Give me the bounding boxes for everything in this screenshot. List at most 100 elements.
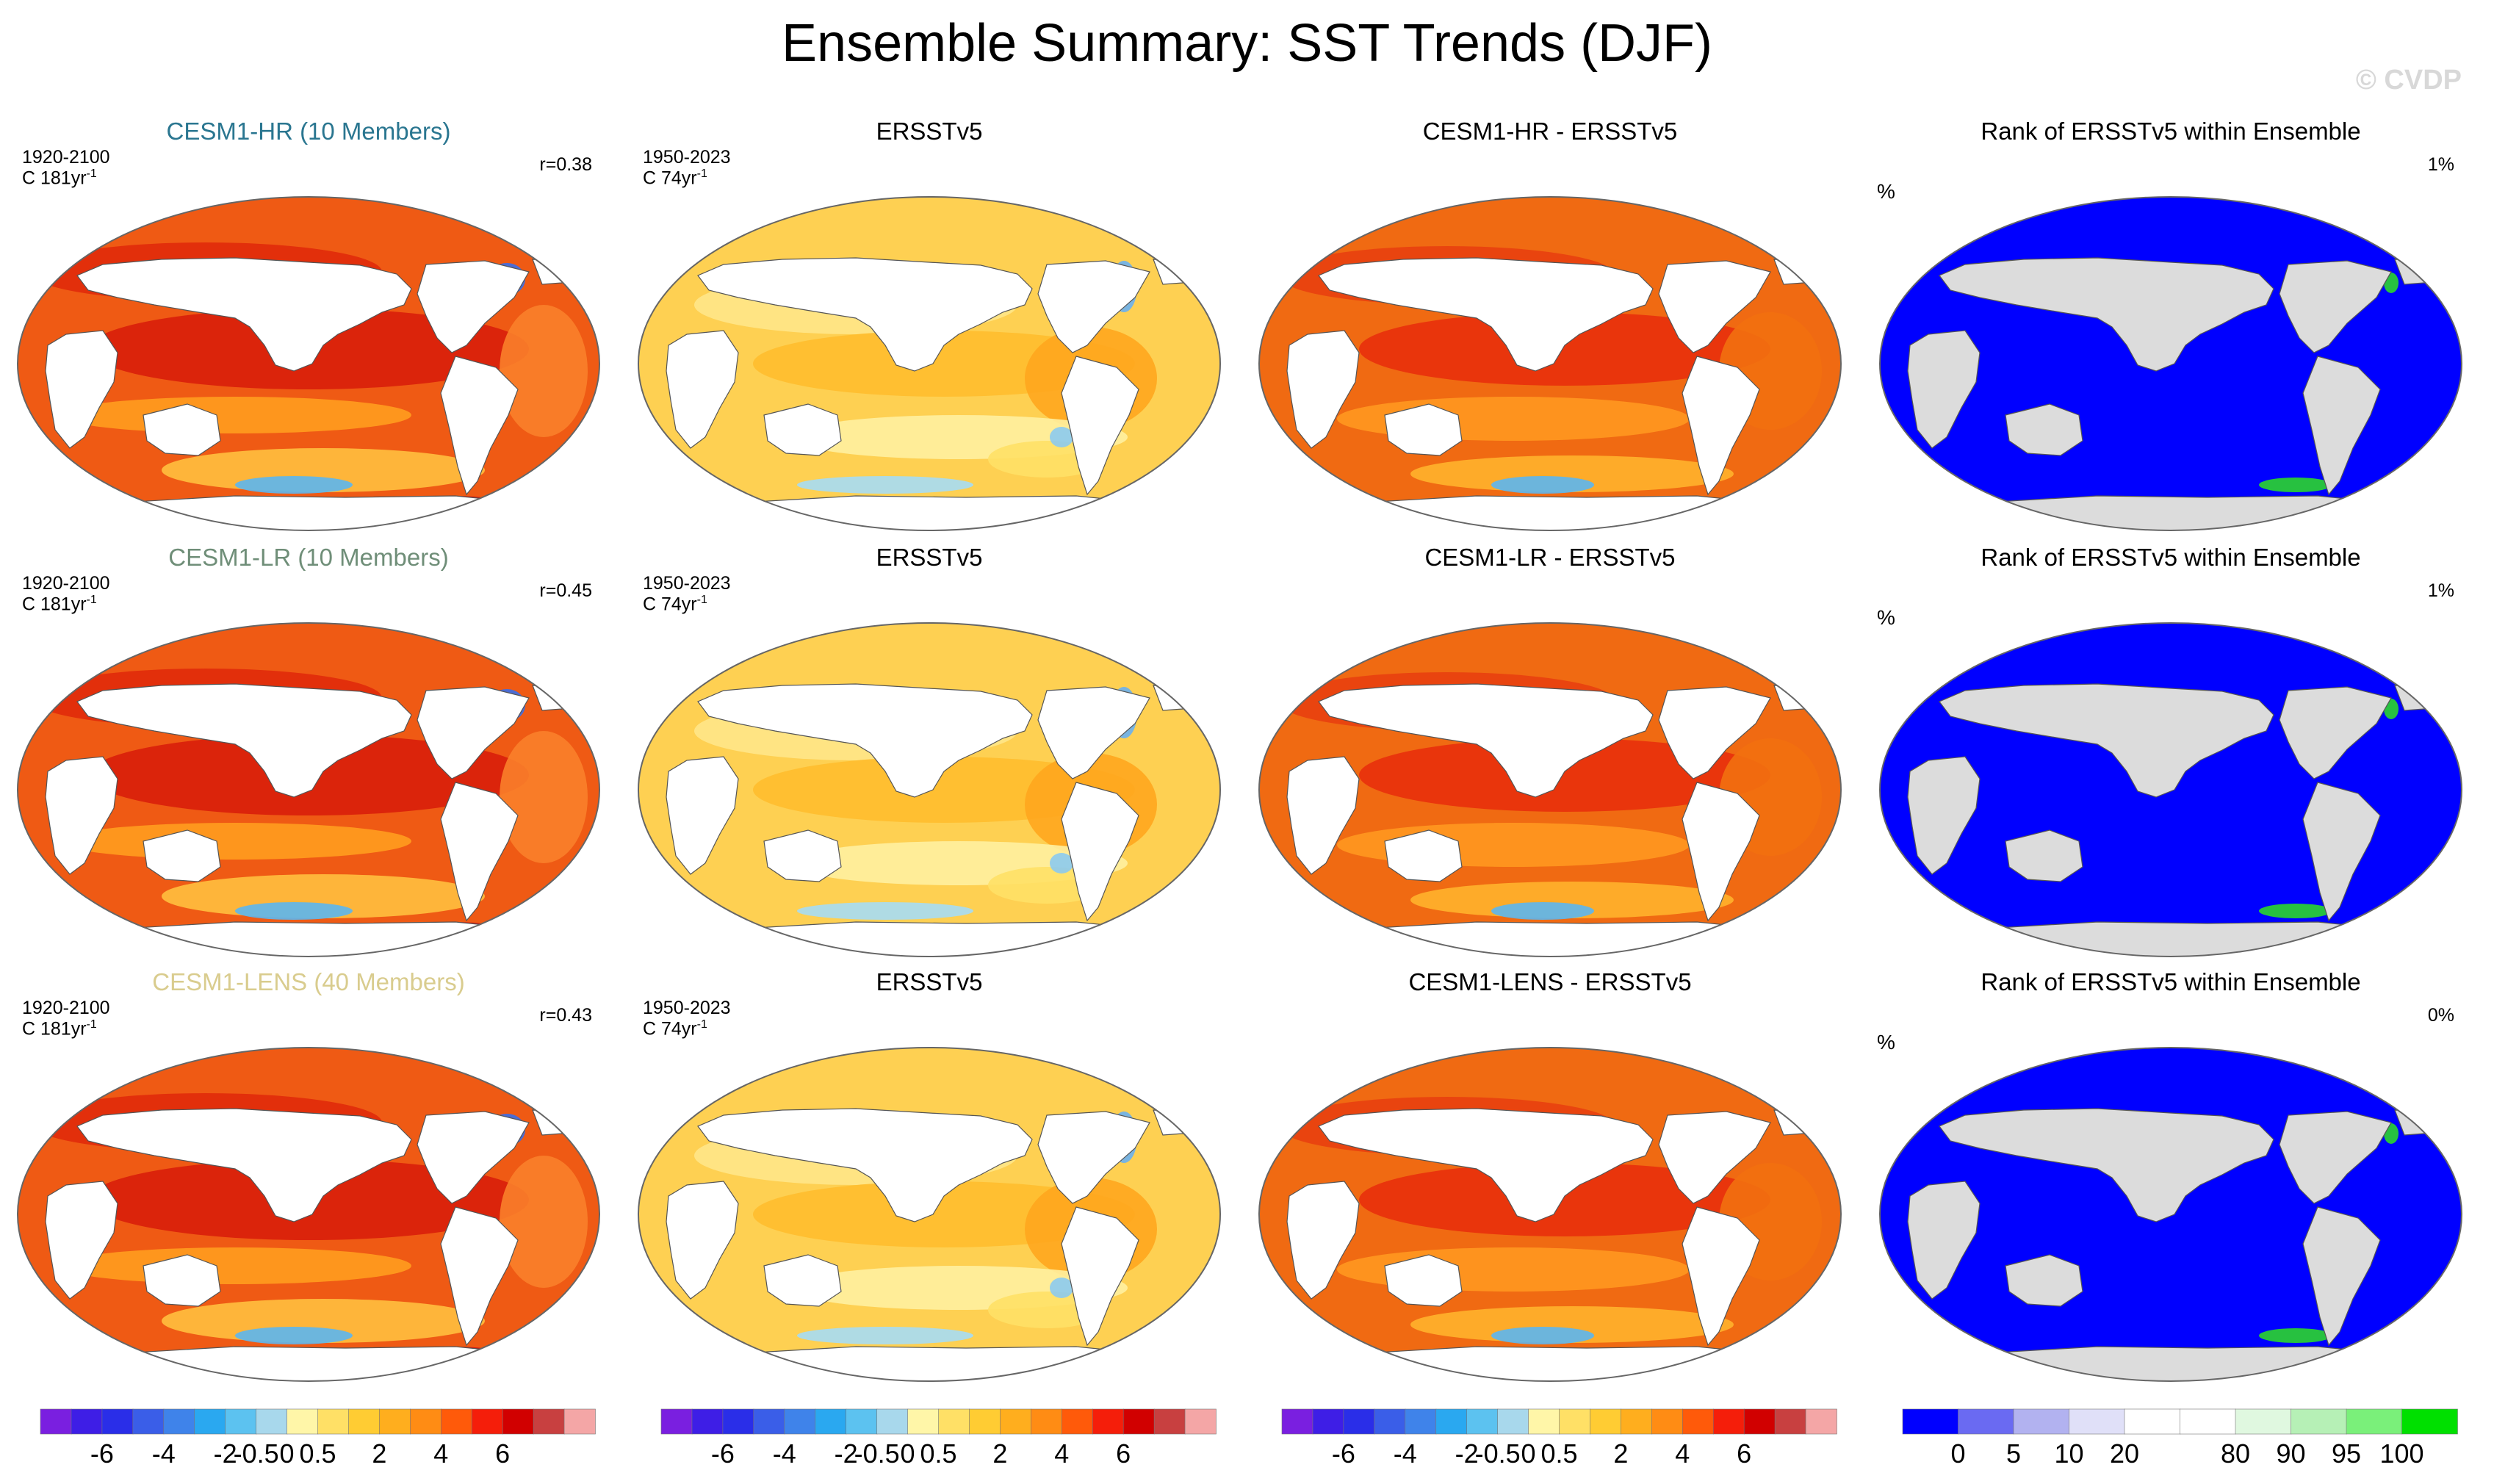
trend-patch — [797, 476, 973, 494]
colorbar-swatch — [471, 1408, 503, 1435]
land-antarctica — [1350, 1346, 1771, 1381]
colorbar-tick-label: 20 — [2109, 1438, 2140, 1469]
colorbar-tick-label: 4 — [1675, 1438, 1690, 1469]
panel-rank-row2: Rank of ERSSTv5 within Ensemble% 1% — [1870, 544, 2472, 962]
colorbar-swatch — [907, 1408, 940, 1435]
trend-units: C 74yr — [643, 594, 697, 615]
colorbar-swatch — [563, 1408, 596, 1435]
colorbar-swatch — [1651, 1408, 1684, 1435]
land-antarctica — [109, 1346, 530, 1381]
colorbar-tick-label: 6 — [495, 1438, 511, 1469]
land-africa — [666, 330, 739, 449]
colorbar-swatch — [1153, 1408, 1186, 1435]
trend-units-exponent: -1 — [86, 594, 97, 606]
trend-units: C 74yr — [643, 168, 697, 189]
colorbar-swatch — [876, 1408, 909, 1435]
colorbar-rank: 0 5 10 20 80 90 95 100 — [1902, 1408, 2458, 1477]
colorbar-tick-label: -4 — [772, 1438, 796, 1469]
colorbar-swatch — [40, 1408, 72, 1435]
colorbar-swatch — [1774, 1408, 1806, 1435]
colorbar-swatch — [1682, 1408, 1715, 1435]
rank-unit: % — [1877, 180, 1895, 203]
colorbar-tick-label: -6 — [1331, 1438, 1355, 1469]
colorbar-swatch — [1281, 1408, 1313, 1435]
colorbar-swatch — [1374, 1408, 1406, 1435]
period-label: 1920-2100 — [22, 573, 110, 594]
colorbar-swatch — [256, 1408, 288, 1435]
land-africa — [1286, 756, 1360, 875]
colorbar-swatch — [2180, 1408, 2236, 1435]
period-label: 1920-2100 — [22, 147, 110, 168]
colorbar-tick-label: -4 — [151, 1438, 176, 1469]
land-africa — [45, 1181, 118, 1300]
colorbar-swatch — [533, 1408, 565, 1435]
trend-patch — [59, 1247, 411, 1284]
trend-units: C 181yr — [22, 168, 87, 189]
land-namerica — [417, 686, 530, 779]
panel-rank-row3: Rank of ERSSTv5 within Ensemble% 0% — [1870, 968, 2472, 1387]
trend-patch — [1410, 455, 1734, 492]
panel-diff-row2: CESM1-LR - ERSSTv5 — [1249, 544, 1851, 962]
land-australia — [1384, 829, 1463, 882]
colorbar-swatches — [1902, 1408, 2458, 1435]
rank-outside-percent: 1% — [2427, 154, 2454, 175]
panel-obs-row1: ERSSTv5 1950-2023 C 74yr-1 — [628, 118, 1230, 536]
colorbar-swatch — [1902, 1408, 1959, 1435]
trend-patch — [500, 731, 588, 863]
trend-patch — [797, 1327, 973, 1344]
trend-units-label: C 181yr-1 — [22, 1018, 97, 1040]
colorbar-tick-label: 0 — [900, 1438, 915, 1469]
colorbar-swatches — [40, 1408, 596, 1435]
trend-units-label: C 74yr-1 — [643, 1018, 707, 1040]
map-outline — [1258, 622, 1842, 957]
colorbar-swatch — [1061, 1408, 1094, 1435]
colorbar-swatch — [938, 1408, 970, 1435]
period-label: 1950-2023 — [643, 998, 731, 1018]
trend-patch — [235, 902, 353, 920]
map-outline — [1879, 622, 2462, 957]
colorbar-swatch — [348, 1408, 381, 1435]
colorbar-swatch — [1312, 1408, 1344, 1435]
colorbar-swatch — [194, 1408, 226, 1435]
trend-units-exponent: -1 — [696, 594, 707, 606]
panel-obs-row3: ERSSTv5 1950-2023 C 74yr-1 — [628, 968, 1230, 1387]
colorbar-tick-label: -2 — [834, 1438, 858, 1469]
land-namerica — [1037, 260, 1150, 353]
panel-title: Rank of ERSSTv5 within Ensemble — [1981, 968, 2361, 995]
land-samerica — [1682, 782, 1760, 922]
map-rank-row1 — [1879, 196, 2462, 531]
colorbar-swatch — [1590, 1408, 1622, 1435]
colorbar-swatch — [846, 1408, 878, 1435]
land-australia — [763, 403, 842, 456]
map-outline — [638, 622, 1221, 957]
colorbar-tick-label: -0.5 — [233, 1438, 279, 1469]
land-africa — [1286, 330, 1360, 449]
trend-patch — [235, 1327, 353, 1344]
land-samerica — [440, 1206, 519, 1347]
colorbar-swatch — [753, 1408, 785, 1435]
colorbar-tick-label: -2 — [1455, 1438, 1479, 1469]
panel-title: ERSSTv5 — [876, 118, 983, 145]
period-label: 1920-2100 — [22, 998, 110, 1018]
panel-diff-row3: CESM1-LENS - ERSSTv5 — [1249, 968, 1851, 1387]
land-australia — [143, 1254, 221, 1307]
map-diff-row2 — [1258, 622, 1842, 957]
land-africa — [666, 756, 739, 875]
colorbar-swatch — [317, 1408, 350, 1435]
pattern-correlation: r=0.38 — [539, 154, 592, 175]
colorbar-tick-label: -0.5 — [854, 1438, 900, 1469]
trend-patch — [1491, 902, 1594, 920]
colorbar-tick-label: 80 — [2220, 1438, 2251, 1469]
colorbar-swatch — [1122, 1408, 1155, 1435]
land-africa — [45, 756, 118, 875]
colorbar-swatch — [2069, 1408, 2125, 1435]
colorbar-tick-label: -2 — [213, 1438, 237, 1469]
colorbar-tick-label: 90 — [2276, 1438, 2306, 1469]
land-namerica — [1658, 1111, 1771, 1204]
land-samerica — [440, 356, 519, 496]
colorbar-swatch — [1184, 1408, 1217, 1435]
trend-patch — [1359, 738, 1770, 812]
panel-title: CESM1-LR - ERSSTv5 — [1424, 544, 1676, 571]
map-outline — [17, 622, 600, 957]
trend-patch — [2259, 904, 2332, 918]
